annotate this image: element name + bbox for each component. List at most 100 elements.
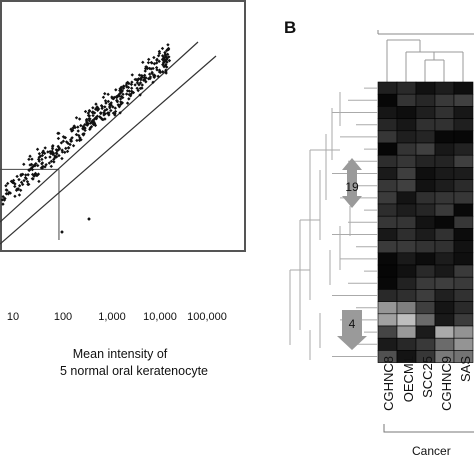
scatter-point xyxy=(101,95,106,99)
heatmap-cell xyxy=(434,215,455,229)
scatter-point xyxy=(77,117,82,121)
heatmap-cell xyxy=(396,276,417,290)
heatmap-cell xyxy=(377,228,398,241)
scatter-point xyxy=(108,104,112,108)
scatter-point xyxy=(103,91,107,96)
scatter-point xyxy=(13,184,17,189)
scatter-point xyxy=(157,59,161,64)
scatter-point xyxy=(87,117,91,121)
heatmap-cell xyxy=(453,252,474,266)
cluster-arrow-icon xyxy=(337,310,367,350)
heatmap-cell xyxy=(415,325,436,339)
heatmap-cell xyxy=(415,81,436,95)
scatter-point xyxy=(27,157,31,162)
scatter-point xyxy=(125,101,130,105)
heatmap-cell xyxy=(396,289,417,302)
scatter-point xyxy=(129,92,133,96)
scatter-point xyxy=(114,95,119,99)
scatter-point xyxy=(37,179,41,184)
scatter-point xyxy=(15,187,19,191)
panel-border-top xyxy=(377,30,474,35)
heatmap-cell xyxy=(396,240,417,254)
heatmap-cell xyxy=(396,215,417,229)
scatter-point xyxy=(163,64,168,68)
scatter-point xyxy=(143,69,147,73)
heatmap-cell xyxy=(377,154,398,168)
scatter-point xyxy=(87,217,91,221)
scatter-point xyxy=(138,93,142,97)
scatter-point xyxy=(56,144,60,149)
scatter-point xyxy=(149,60,154,65)
scatter-point xyxy=(81,127,85,131)
scatter-point xyxy=(1,202,5,206)
scatter-point xyxy=(115,98,119,103)
scatter-point xyxy=(13,194,17,198)
scatter-point xyxy=(111,105,115,109)
scatter-point xyxy=(131,90,136,95)
scatter-point xyxy=(106,92,110,97)
scatter-point xyxy=(91,111,95,115)
scatter-point xyxy=(157,68,162,72)
heatmap-cell xyxy=(415,142,436,156)
scatter-point xyxy=(150,71,154,76)
heatmap-cell xyxy=(415,179,436,193)
heatmap-cell xyxy=(434,118,455,132)
heatmap-cell xyxy=(396,252,417,266)
scatter-point xyxy=(35,147,40,151)
scatter-point xyxy=(15,174,19,179)
scatter-point xyxy=(99,111,103,116)
heatmap-cell xyxy=(377,337,398,351)
heatmap-cell xyxy=(415,203,436,217)
scatter-point xyxy=(155,57,159,62)
heatmap-cell xyxy=(396,106,417,119)
scatter-point xyxy=(26,182,30,187)
scatter-point xyxy=(18,188,23,192)
scatter-point xyxy=(9,179,14,184)
scatter-point xyxy=(17,193,22,197)
scatter-point xyxy=(92,121,97,126)
heatmap-cell xyxy=(396,93,417,107)
scatter-point xyxy=(83,128,87,133)
scatter-points xyxy=(0,43,172,234)
scatter-point xyxy=(100,106,104,111)
scatter-point xyxy=(47,161,52,165)
scatter-point xyxy=(147,72,152,76)
scatter-point xyxy=(106,99,111,104)
heatmap-cell xyxy=(377,191,398,205)
heatmap-cell xyxy=(415,215,436,229)
heatmap-cell xyxy=(453,118,474,132)
scatter-point xyxy=(33,171,38,176)
heatmap-cell xyxy=(453,130,474,144)
heatmap-cell xyxy=(434,276,455,290)
scatter-point xyxy=(152,75,156,80)
heatmap-with-dendrogram: 19 4 xyxy=(289,30,474,433)
scatter-point xyxy=(167,58,172,63)
heatmap-cell xyxy=(377,289,398,302)
heatmap-cell xyxy=(415,252,436,266)
scatter-point xyxy=(86,113,91,118)
heatmap-cell xyxy=(396,191,417,205)
heatmap-cell xyxy=(453,215,474,229)
scatter-point xyxy=(50,147,55,151)
heatmap-cell xyxy=(415,313,436,327)
scatter-point xyxy=(52,160,56,164)
scatter-point xyxy=(157,49,162,54)
scatter-point xyxy=(140,83,144,87)
scatter-point xyxy=(39,166,44,170)
heatmap-cell xyxy=(434,154,455,168)
scatter-point xyxy=(91,113,95,118)
scatter-plot xyxy=(0,41,217,245)
heatmap-cell xyxy=(415,154,436,168)
x-tick-label: 100,000 xyxy=(187,311,227,323)
scatter-point xyxy=(77,133,81,138)
scatter-point xyxy=(129,86,134,90)
scatter-point xyxy=(124,92,129,96)
heatmap-cell xyxy=(453,276,474,290)
heatmap-cell xyxy=(434,313,455,327)
heatmap-cell xyxy=(434,325,455,339)
heatmap-cell xyxy=(396,154,417,168)
scatter-point xyxy=(165,55,169,59)
scatter-point xyxy=(157,70,162,74)
heatmap-cell xyxy=(377,142,398,156)
scatter-point xyxy=(42,151,47,156)
